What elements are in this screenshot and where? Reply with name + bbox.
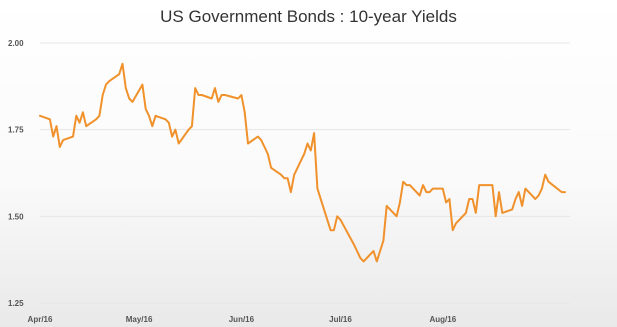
x-tick-label: May/16: [126, 315, 153, 324]
y-tick-label: 1.25: [8, 299, 24, 308]
y-tick-label: 1.50: [8, 212, 24, 221]
y-tick-label: 2.00: [8, 39, 24, 48]
chart-title: US Government Bonds : 10-year Yields: [160, 7, 457, 26]
x-tick-label: Aug/16: [429, 315, 456, 324]
series-line: [39, 62, 566, 263]
x-tick-label: Apr/16: [28, 315, 53, 324]
y-tick-label: 1.75: [8, 126, 24, 135]
x-tick-label: Jul/16: [329, 315, 352, 324]
x-tick-label: Jun/16: [229, 315, 255, 324]
